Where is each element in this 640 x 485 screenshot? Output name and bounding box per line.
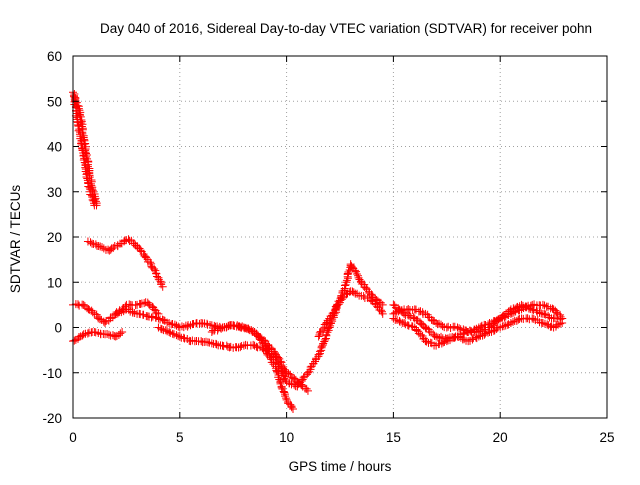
x-tick-label: 5 xyxy=(176,430,184,445)
data-point-interp xyxy=(428,339,436,347)
chart: Day 040 of 2016, Sidereal Day-to-day VTE… xyxy=(0,0,640,480)
y-tick-label: -20 xyxy=(42,411,62,426)
data-point-interp xyxy=(530,315,538,323)
x-axis-label: GPS time / hours xyxy=(289,459,392,474)
y-tick-label: 0 xyxy=(54,321,62,336)
chart-title: Day 040 of 2016, Sidereal Day-to-day VTE… xyxy=(100,21,592,36)
data-point xyxy=(283,396,291,404)
x-tick-label: 15 xyxy=(386,430,401,445)
series-track-f xyxy=(112,305,302,390)
series-track-e xyxy=(69,328,126,345)
data-point-interp xyxy=(500,322,508,330)
data-point-interp xyxy=(103,330,111,338)
y-tick-label: 40 xyxy=(47,140,62,155)
y-tick-label: 50 xyxy=(47,94,62,109)
chart-svg: Day 040 of 2016, Sidereal Day-to-day VTE… xyxy=(0,0,640,480)
y-tick-label: 20 xyxy=(47,230,62,245)
data-point-interp xyxy=(455,324,463,332)
data-point-interp xyxy=(541,310,549,318)
data-point-interp xyxy=(321,336,329,344)
series-track-i xyxy=(293,260,386,390)
y-tick-label: 10 xyxy=(47,275,62,290)
series-track-g xyxy=(154,324,297,413)
x-tick-label: 0 xyxy=(69,430,77,445)
x-tick-label: 20 xyxy=(493,430,508,445)
data-point xyxy=(165,328,173,336)
data-point-interp xyxy=(303,385,311,393)
data-point-interp xyxy=(343,276,351,284)
data-point-interp xyxy=(158,325,166,333)
data-point-interp xyxy=(242,341,250,349)
data-point-interp xyxy=(236,343,244,351)
data-point xyxy=(176,333,184,341)
y-tick-label: 30 xyxy=(47,185,62,200)
x-tick-label: 10 xyxy=(279,430,294,445)
data-point-interp xyxy=(180,323,188,331)
data-point xyxy=(315,333,323,341)
axis-ticks: 0 5 10 15 20 25 -20 -10 0 10 20 30 40 50 60 xyxy=(42,49,614,445)
y-tick-label: 60 xyxy=(47,49,62,64)
data-point xyxy=(558,314,566,322)
grid xyxy=(73,56,607,418)
data-point-interp xyxy=(430,332,438,340)
data-point-interp xyxy=(536,318,544,326)
data-series xyxy=(69,88,566,413)
data-point-interp xyxy=(70,337,78,345)
x-tick-label: 25 xyxy=(599,430,614,445)
y-tick-label: -10 xyxy=(42,366,62,381)
y-axis-label: SDTVAR / TECUs xyxy=(8,185,23,294)
